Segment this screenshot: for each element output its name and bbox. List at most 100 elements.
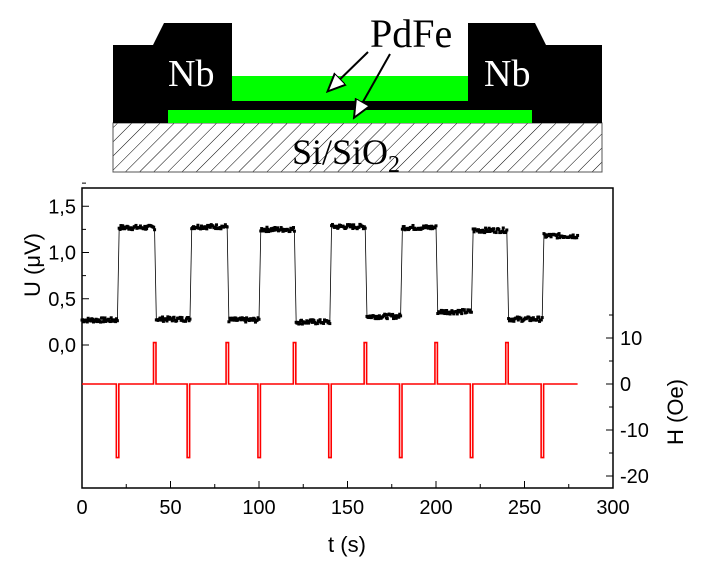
u-data-point: [423, 225, 427, 229]
u-data-point: [165, 319, 169, 323]
arrow-bottom-layer: [355, 53, 391, 116]
u-data-point: [374, 317, 378, 321]
u-data-point: [443, 312, 447, 316]
u-data-point: [161, 319, 165, 323]
u-data-point: [422, 224, 426, 228]
u-data-point: [472, 230, 476, 234]
u-data-point: [214, 227, 218, 231]
u-data-point: [94, 317, 98, 321]
u-data-point: [570, 236, 574, 240]
u-data-point: [349, 223, 353, 227]
u-data-point: [484, 228, 488, 232]
u-data-point: [400, 227, 404, 231]
left-nb-label: Nb: [168, 53, 214, 95]
u-data-point: [445, 309, 449, 313]
u-data-point: [571, 233, 575, 237]
u-data-point: [120, 227, 124, 231]
u-data-point: [512, 319, 516, 323]
u-data-point: [107, 317, 111, 321]
u-data-point: [384, 313, 388, 317]
u-data-point: [318, 318, 322, 322]
x-tick-label: 150: [331, 497, 364, 519]
u-data-point: [484, 226, 488, 230]
u-data-point: [223, 223, 227, 227]
u-data-point: [448, 312, 452, 316]
u-data-point: [452, 312, 456, 316]
u-data-point: [247, 319, 251, 323]
u-data-point: [188, 317, 192, 321]
u-data-point: [199, 227, 203, 231]
u-data-point: [166, 315, 170, 319]
u-data-point: [253, 317, 257, 321]
u-data-point: [399, 314, 403, 318]
u-data-point: [539, 318, 543, 322]
u-data-point: [507, 317, 511, 321]
u-data-point: [501, 226, 505, 230]
u-data-point: [312, 318, 316, 322]
u-data-point: [207, 223, 211, 227]
u-data-point: [100, 316, 104, 320]
u-data-point: [369, 316, 373, 320]
u-data-point: [115, 317, 119, 321]
u-data-point: [184, 319, 188, 323]
u-data-point: [243, 318, 247, 322]
u-data-point: [385, 317, 389, 321]
u-data-point: [211, 224, 215, 228]
u-data-point: [251, 318, 255, 322]
u-data-point: [369, 314, 373, 318]
u-data-point: [441, 311, 445, 315]
u-data-point: [554, 233, 558, 237]
u-data-point: [267, 230, 271, 234]
u-data-point: [504, 230, 508, 234]
u-data-point: [115, 319, 119, 323]
u-data-point: [126, 225, 130, 229]
u-data-point: [491, 229, 495, 233]
u-data-point: [492, 227, 496, 231]
u-data-point: [292, 229, 296, 233]
u-data-point: [363, 226, 367, 230]
u-data-point: [266, 227, 270, 231]
u-data-point: [204, 225, 208, 229]
u-data-point: [530, 316, 534, 320]
u-data-point: [500, 229, 504, 233]
u-data-point: [124, 226, 128, 230]
u-data-point: [543, 233, 547, 237]
u-data-point: [240, 316, 244, 320]
u-data-point: [438, 311, 442, 315]
u-data-point: [172, 315, 176, 319]
u-data-point: [299, 318, 303, 322]
u-data-point: [317, 319, 321, 323]
u-data-point: [187, 319, 191, 323]
u-data-point: [350, 225, 354, 229]
u-data-point: [535, 318, 539, 322]
u-data-point: [292, 226, 296, 230]
u-data-point: [328, 322, 332, 326]
u-data-point: [164, 317, 168, 321]
u-data-point: [361, 224, 365, 228]
top-pdfe-layer: [232, 76, 468, 101]
u-data-point: [471, 227, 475, 231]
u-data-point: [357, 225, 361, 229]
u-data-point: [145, 227, 149, 231]
u-data-point: [291, 227, 295, 231]
u-data-point: [269, 229, 273, 233]
u-data-point: [347, 223, 351, 227]
bottom-pdfe-layer: [168, 110, 532, 123]
u-data-point: [327, 319, 331, 323]
u-data-point: [81, 318, 85, 322]
u-data-point: [411, 223, 415, 227]
u-data-point: [537, 315, 541, 319]
u-data-point: [540, 316, 544, 320]
u-data-point: [142, 227, 146, 231]
u-data-point: [205, 227, 209, 231]
u-data-point: [430, 224, 434, 228]
u-data-point: [335, 224, 339, 228]
u-data-point: [487, 226, 491, 230]
u-data-point: [313, 320, 317, 324]
u-data-point: [530, 318, 534, 322]
x-axis-label: t (s): [328, 532, 366, 557]
u-data-point: [529, 319, 533, 323]
u-data-point: [269, 227, 273, 231]
substrate-label: Si/SiO2: [292, 132, 400, 178]
u-data-point: [93, 319, 97, 323]
